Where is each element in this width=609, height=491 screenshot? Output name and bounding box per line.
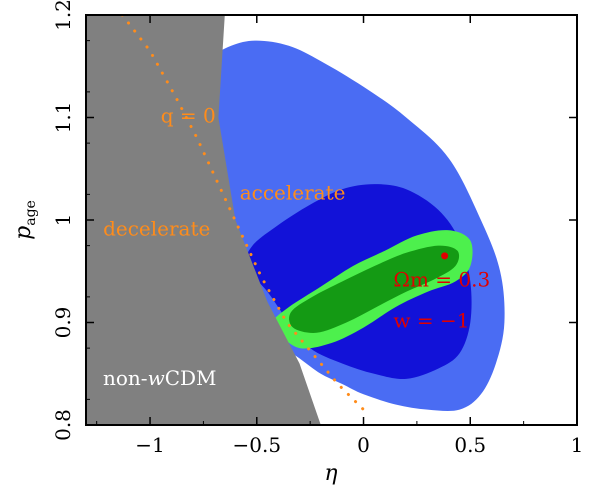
excluded-region: [86, 15, 321, 425]
y-tick-label: 0.9: [51, 307, 75, 339]
x-tick-label: 1: [571, 433, 584, 457]
omega-m-label: Ωm = 0.3: [393, 268, 490, 292]
x-tick-label: −0.5: [232, 433, 281, 457]
y-axis-label-sub: age: [23, 200, 39, 226]
x-axis-label: η: [324, 461, 337, 486]
q-zero-line: [120, 15, 365, 412]
y-tick-label: 1.2: [51, 0, 75, 31]
x-tick-label: 0.5: [454, 433, 486, 457]
svg-text:page: page: [11, 200, 39, 240]
decelerate-label: decelerate: [103, 216, 210, 240]
contour-core: [289, 245, 460, 333]
y-axis-label: page: [11, 200, 39, 240]
y-tick-label: 1: [51, 214, 75, 227]
y-tick-label: 1.1: [51, 102, 75, 134]
best-fit-point: [441, 252, 449, 260]
x-tick-label: −1: [135, 433, 164, 457]
x-tick-label: 0: [357, 433, 370, 457]
y-axis-label-main: p: [11, 226, 36, 240]
annotations: non-wCDM q = 0 accelerate decelerate Ωm = 0.…: [103, 104, 490, 390]
plot-area: [86, 15, 505, 425]
q-zero-label: q = 0: [161, 104, 216, 128]
excluded-region-label: non-wCDM: [103, 366, 217, 390]
y-tick-label: 0.8: [51, 409, 75, 441]
axis-ticks: −1 −0.5 0 0.5 1 0.8 0.9 1 1.1 1.2: [51, 0, 583, 457]
w-label: w = −1: [393, 309, 469, 333]
accelerate-label: accelerate: [240, 181, 346, 205]
